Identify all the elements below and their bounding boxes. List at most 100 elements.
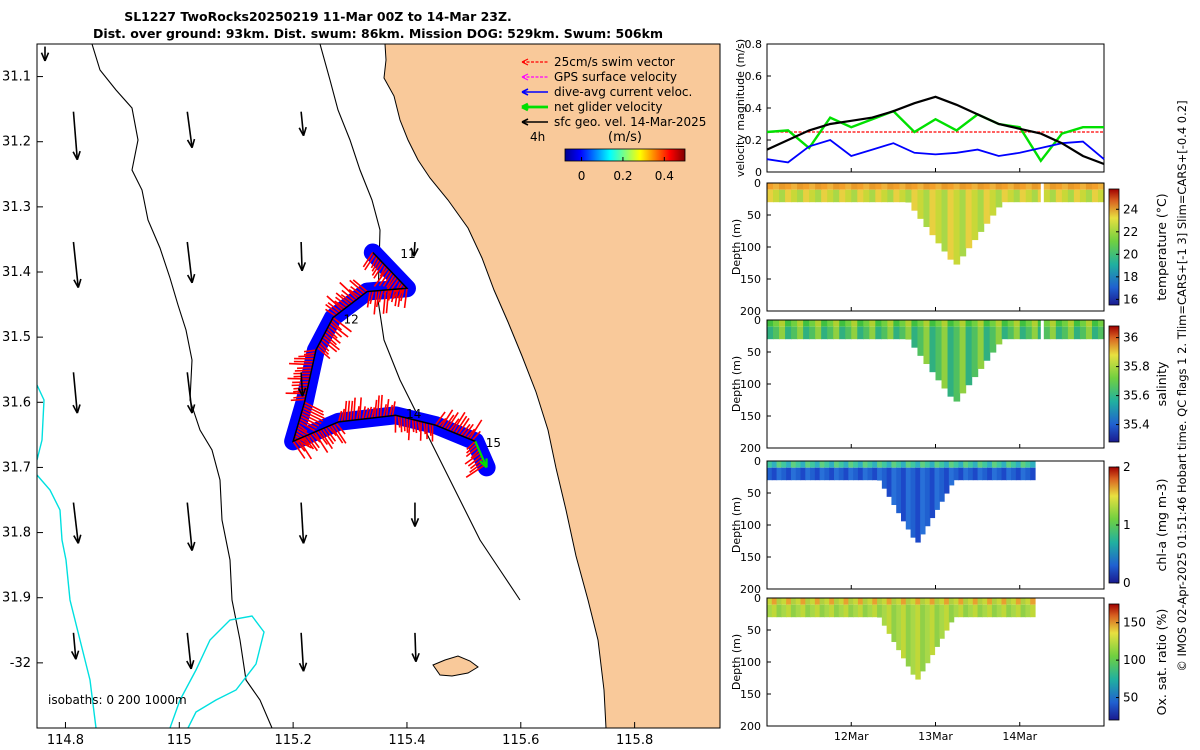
section-cell	[947, 326, 955, 397]
section-cell	[776, 461, 782, 468]
geo-vector	[298, 502, 308, 544]
section-cell	[886, 604, 893, 634]
section-cell	[791, 183, 798, 190]
section-cell	[959, 183, 967, 190]
map-xtick-label: 115.2	[275, 733, 312, 748]
section-cell	[977, 189, 985, 232]
swim-vector	[325, 308, 336, 317]
section-cell	[851, 320, 858, 327]
swim-vector	[346, 400, 351, 421]
section-cell	[935, 189, 943, 244]
swim-vector	[390, 289, 396, 303]
section-cell	[1007, 320, 1015, 327]
section-cell	[827, 320, 834, 327]
section-cell	[869, 326, 876, 340]
swim-vector	[290, 398, 306, 402]
section-cell	[887, 320, 894, 327]
section-cell	[996, 467, 1003, 481]
section-cell	[810, 467, 816, 481]
velocity-panel: 0 0.2 0.4 0.6 0.8 velocity magnitude (m/s)	[734, 38, 1105, 179]
section-cell	[963, 598, 969, 605]
section-cell	[803, 320, 810, 327]
section-cell	[995, 320, 1003, 327]
section-cell	[996, 461, 1003, 468]
section-cell	[1043, 320, 1051, 327]
section-cell	[1006, 461, 1012, 468]
section-cell	[1061, 320, 1069, 327]
section-cell	[1097, 183, 1105, 190]
section-cell	[815, 189, 822, 203]
section-cell	[893, 326, 900, 340]
section-cell	[944, 598, 950, 605]
section-cell	[1007, 326, 1015, 340]
colorbar-label: Ox. sat. ratio (%)	[1154, 609, 1169, 716]
section-cell	[982, 604, 988, 618]
section-cell	[790, 598, 797, 605]
land-area	[383, 44, 720, 728]
section-cell	[824, 467, 830, 481]
section-cell	[1091, 326, 1099, 340]
section-cell	[843, 467, 849, 481]
section-cell	[891, 598, 897, 605]
section-cell	[901, 467, 907, 522]
section-cell	[893, 320, 900, 327]
section-cell	[971, 320, 979, 327]
speed-tick-label: 0.4	[655, 169, 674, 183]
section-cell	[827, 326, 834, 340]
section-cell	[1055, 189, 1063, 203]
section-cell	[839, 320, 846, 327]
section-cell	[881, 326, 888, 340]
speed-tick-label: 0	[578, 169, 586, 183]
geo-vector	[298, 111, 307, 137]
section-cell	[877, 604, 883, 618]
section-cell	[989, 183, 997, 190]
section-cell	[877, 461, 883, 468]
swim-vector	[298, 421, 316, 432]
swim-vector	[400, 288, 405, 302]
section-cell	[1001, 320, 1009, 327]
swim-vector	[350, 285, 363, 296]
swim-vector	[457, 417, 470, 435]
depth-tick-label: 200	[740, 583, 761, 596]
section-cell	[972, 467, 979, 481]
section-cell	[1073, 320, 1081, 327]
section-cell	[867, 461, 873, 468]
section-cell	[920, 598, 926, 605]
section-cell	[1030, 604, 1036, 618]
legend-entry-label: 25cm/s swim vector	[554, 55, 675, 69]
swim-vector	[316, 346, 331, 360]
section-cell	[821, 189, 828, 203]
swim-vector	[358, 397, 362, 420]
section-cell	[893, 189, 900, 203]
section-cell	[1025, 461, 1031, 468]
section-cell	[767, 189, 774, 203]
section-cell	[814, 604, 821, 618]
swim-vector	[373, 267, 389, 287]
depth-axis-label: Depth (m)	[730, 356, 743, 412]
section-cell	[924, 461, 931, 468]
section-cell	[851, 326, 858, 340]
section-cell	[829, 461, 835, 468]
section-cell	[987, 604, 993, 618]
section-cell	[953, 467, 960, 481]
swim-vector	[311, 432, 321, 443]
colorbar-tick-label: 18	[1123, 270, 1138, 284]
section-cell	[824, 598, 830, 605]
swim-vector	[296, 426, 311, 436]
swim-vector	[403, 288, 408, 309]
section-cell	[939, 467, 945, 502]
depth-tick-label: 50	[747, 487, 761, 500]
isobath-200m	[91, 44, 273, 728]
section-cell	[911, 189, 919, 211]
section-cell	[972, 461, 979, 468]
section-cell	[968, 598, 974, 605]
section-cell	[803, 189, 810, 203]
depth-tick-label: 50	[747, 346, 761, 359]
section-cell	[1097, 326, 1105, 340]
section-cell	[1007, 183, 1015, 190]
section-cell	[1025, 467, 1031, 481]
section-cell	[929, 604, 936, 656]
section-cell	[771, 461, 778, 468]
swim-vector	[328, 325, 343, 338]
section-cell	[781, 467, 787, 481]
